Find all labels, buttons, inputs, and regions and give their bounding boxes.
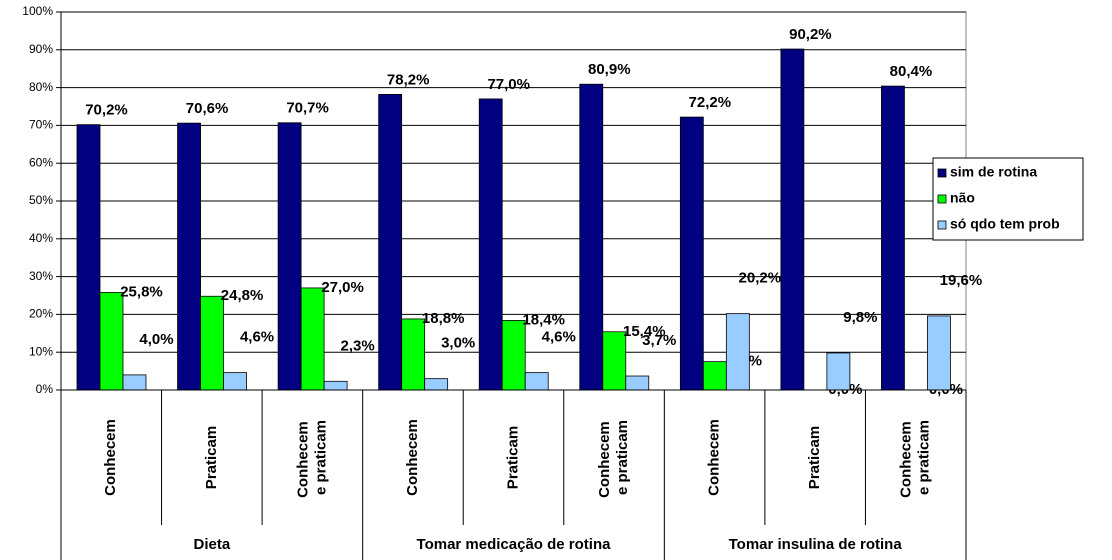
bar: [501, 320, 526, 391]
data-label: 90,2%: [789, 26, 832, 43]
y-tick-label: 40%: [29, 231, 53, 245]
x-tick-label: Praticam: [806, 426, 823, 489]
y-tick-label: 100%: [22, 4, 53, 18]
data-label: 18,4%: [522, 311, 565, 328]
x-tick-label: Conhecem: [102, 419, 119, 496]
x-tick-label: Conhecem e praticam: [596, 417, 631, 498]
data-label: 70,6%: [186, 100, 229, 117]
bar: [881, 85, 905, 391]
group-label: Dieta: [193, 536, 230, 553]
y-tick-label: 10%: [29, 344, 53, 358]
bar: [378, 94, 403, 391]
legend-swatch: [937, 194, 947, 204]
data-label: 77,0%: [487, 76, 530, 93]
x-tick-line: Conhecem: [898, 417, 915, 498]
y-tick-label: 20%: [29, 307, 53, 321]
bar: [780, 48, 805, 391]
group-label: Tomar insulina de rotina: [729, 536, 903, 553]
data-label: 2,3%: [341, 337, 375, 354]
bar: [277, 122, 302, 391]
x-tick-line: Conhecem: [294, 417, 311, 498]
data-label: 80,4%: [890, 63, 933, 80]
data-label: 3,0%: [441, 335, 475, 352]
y-tick-label: 70%: [29, 118, 53, 132]
data-label: 9,8%: [843, 309, 877, 326]
data-label: 72,2%: [689, 94, 732, 111]
data-label: 18,8%: [422, 310, 465, 327]
y-tick-label: 60%: [29, 155, 53, 169]
data-label: 70,2%: [85, 102, 128, 119]
x-tick-line: Conhecem: [596, 417, 613, 498]
data-label: 70,7%: [286, 100, 329, 117]
data-label: 4,6%: [240, 329, 274, 346]
data-label: 19,6%: [940, 272, 983, 289]
bar: [177, 122, 201, 391]
data-label: 25,8%: [120, 283, 163, 300]
bar: [323, 380, 348, 391]
y-tick-label: 50%: [29, 193, 53, 207]
bar: [679, 116, 704, 391]
data-label: 27,0%: [321, 279, 364, 296]
x-tick-label: Conhecem e praticam: [898, 417, 933, 498]
bar: [424, 378, 449, 391]
y-tick-label: 90%: [29, 42, 53, 56]
data-label: 78,2%: [387, 71, 430, 88]
x-tick-label: Praticam: [504, 426, 521, 489]
data-label: 4,0%: [139, 331, 173, 348]
x-tick-label: Conhecem: [706, 419, 723, 496]
bar: [927, 315, 951, 391]
legend-box: [932, 157, 1084, 241]
group-label: Tomar medicação de rotina: [417, 536, 612, 553]
data-label: 20,2%: [739, 270, 782, 287]
bar: [401, 318, 426, 391]
bar: [76, 124, 101, 391]
y-tick-label: 30%: [29, 269, 53, 283]
x-tick-line: e praticam: [916, 420, 933, 495]
data-label: 24,8%: [221, 287, 264, 304]
bar: [725, 313, 750, 391]
data-label: 3,7%: [642, 332, 676, 349]
bar: [524, 372, 549, 391]
bar: [602, 331, 627, 391]
legend-swatch: [937, 220, 947, 230]
bar: [579, 83, 604, 391]
bar: [300, 287, 325, 391]
bar: [99, 292, 124, 391]
bar: [702, 361, 727, 391]
data-label: 4,6%: [542, 329, 576, 346]
bar: [200, 295, 224, 391]
legend-label: sim de rotina: [950, 164, 1037, 180]
x-tick-line: e praticam: [312, 420, 329, 495]
bar: [625, 375, 650, 391]
x-tick-label: Praticam: [203, 426, 220, 489]
y-tick-label: 80%: [29, 80, 53, 94]
data-label: 15,4%: [623, 323, 666, 340]
bar: [478, 98, 503, 391]
bar: [122, 374, 147, 391]
legend-swatch: [937, 168, 947, 178]
legend-label: não: [950, 190, 975, 206]
x-tick-line: e praticam: [614, 420, 631, 495]
x-tick-label: Conhecem: [404, 419, 421, 496]
legend-label: só qdo tem prob: [950, 216, 1060, 232]
bar: [826, 352, 851, 391]
bar: [223, 372, 247, 391]
y-tick-label: 0%: [36, 382, 54, 396]
x-tick-label: Conhecem e praticam: [294, 417, 329, 498]
data-label: 80,9%: [588, 61, 631, 78]
